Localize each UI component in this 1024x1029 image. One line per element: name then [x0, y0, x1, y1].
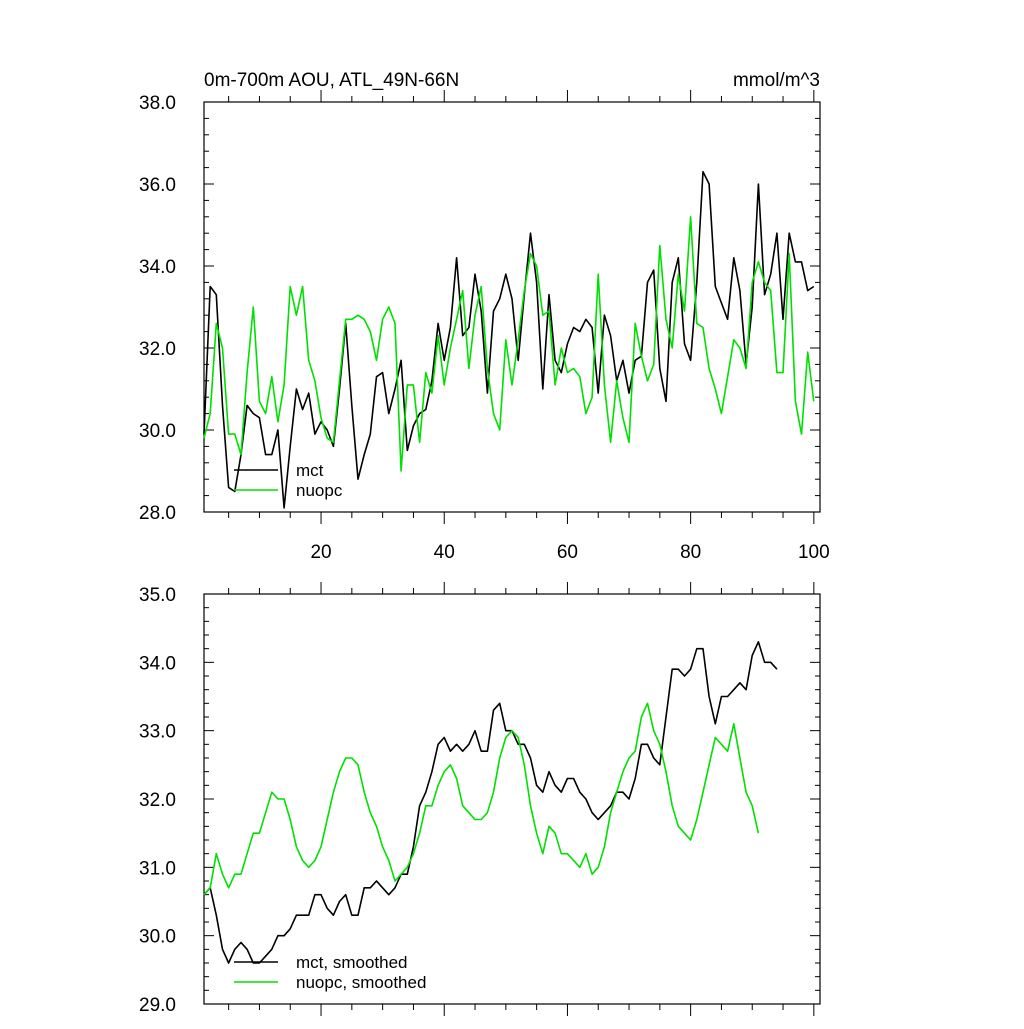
plot-frame [203, 101, 821, 513]
y-tick-label: 36.0 [139, 175, 176, 196]
y-tick-label: 28.0 [139, 503, 176, 524]
bottom-panel: 29.0 30.0 31.0 32.0 33.0 34.0 35.0 mct, smooth… [139, 582, 821, 1016]
x-tick-label: 20 [310, 542, 331, 563]
x-tick-label: 60 [557, 542, 578, 563]
legend-label-mct: mct [296, 461, 324, 480]
x-tick-label: 40 [434, 542, 455, 563]
legend: mct, smoothed nuopc, smoothed [234, 953, 426, 992]
legend: mct nuopc [234, 461, 343, 500]
plot-frame [203, 593, 821, 1005]
y-tick-label: 31.0 [139, 858, 176, 879]
series-line-mct-smoothed [203, 640, 778, 964]
series-layer [203, 170, 815, 509]
series-layer [203, 640, 778, 964]
y-tick-label: 32.0 [139, 790, 176, 811]
y-tick-label: 38.0 [139, 93, 176, 114]
axes: 29.0 30.0 31.0 32.0 33.0 34.0 35.0 [139, 582, 820, 1016]
y-tick-label: 30.0 [139, 421, 176, 442]
y-tick-label: 29.0 [139, 995, 176, 1016]
y-tick-label: 32.0 [139, 339, 176, 360]
y-tick-label: 34.0 [139, 653, 176, 674]
chart-title: 0m-700m AOU, ATL_49N-66N [204, 70, 459, 91]
top-panel: 0m-700m AOU, ATL_49N-66N mmol/m^3 28.0 30… [139, 70, 830, 563]
series-line-nuopc-smoothed [203, 702, 760, 896]
y-tick-label: 30.0 [139, 927, 176, 948]
legend-label-mct-smoothed: mct, smoothed [296, 953, 408, 972]
y-tick-label: 35.0 [139, 585, 176, 606]
legend-label-nuopc: nuopc [296, 481, 343, 500]
y-tick-label: 33.0 [139, 722, 176, 743]
legend-label-nuopc-smoothed: nuopc, smoothed [296, 973, 426, 992]
y-tick-label: 34.0 [139, 257, 176, 278]
chart-units: mmol/m^3 [733, 70, 820, 91]
series-line-mct [203, 170, 815, 509]
series-line-nuopc [203, 216, 815, 472]
x-tick-label: 80 [680, 542, 701, 563]
x-tick-label: 100 [798, 542, 830, 563]
axes: 28.0 30.0 32.0 34.0 36.0 38.0 20 40 60 80 100 [139, 90, 830, 563]
